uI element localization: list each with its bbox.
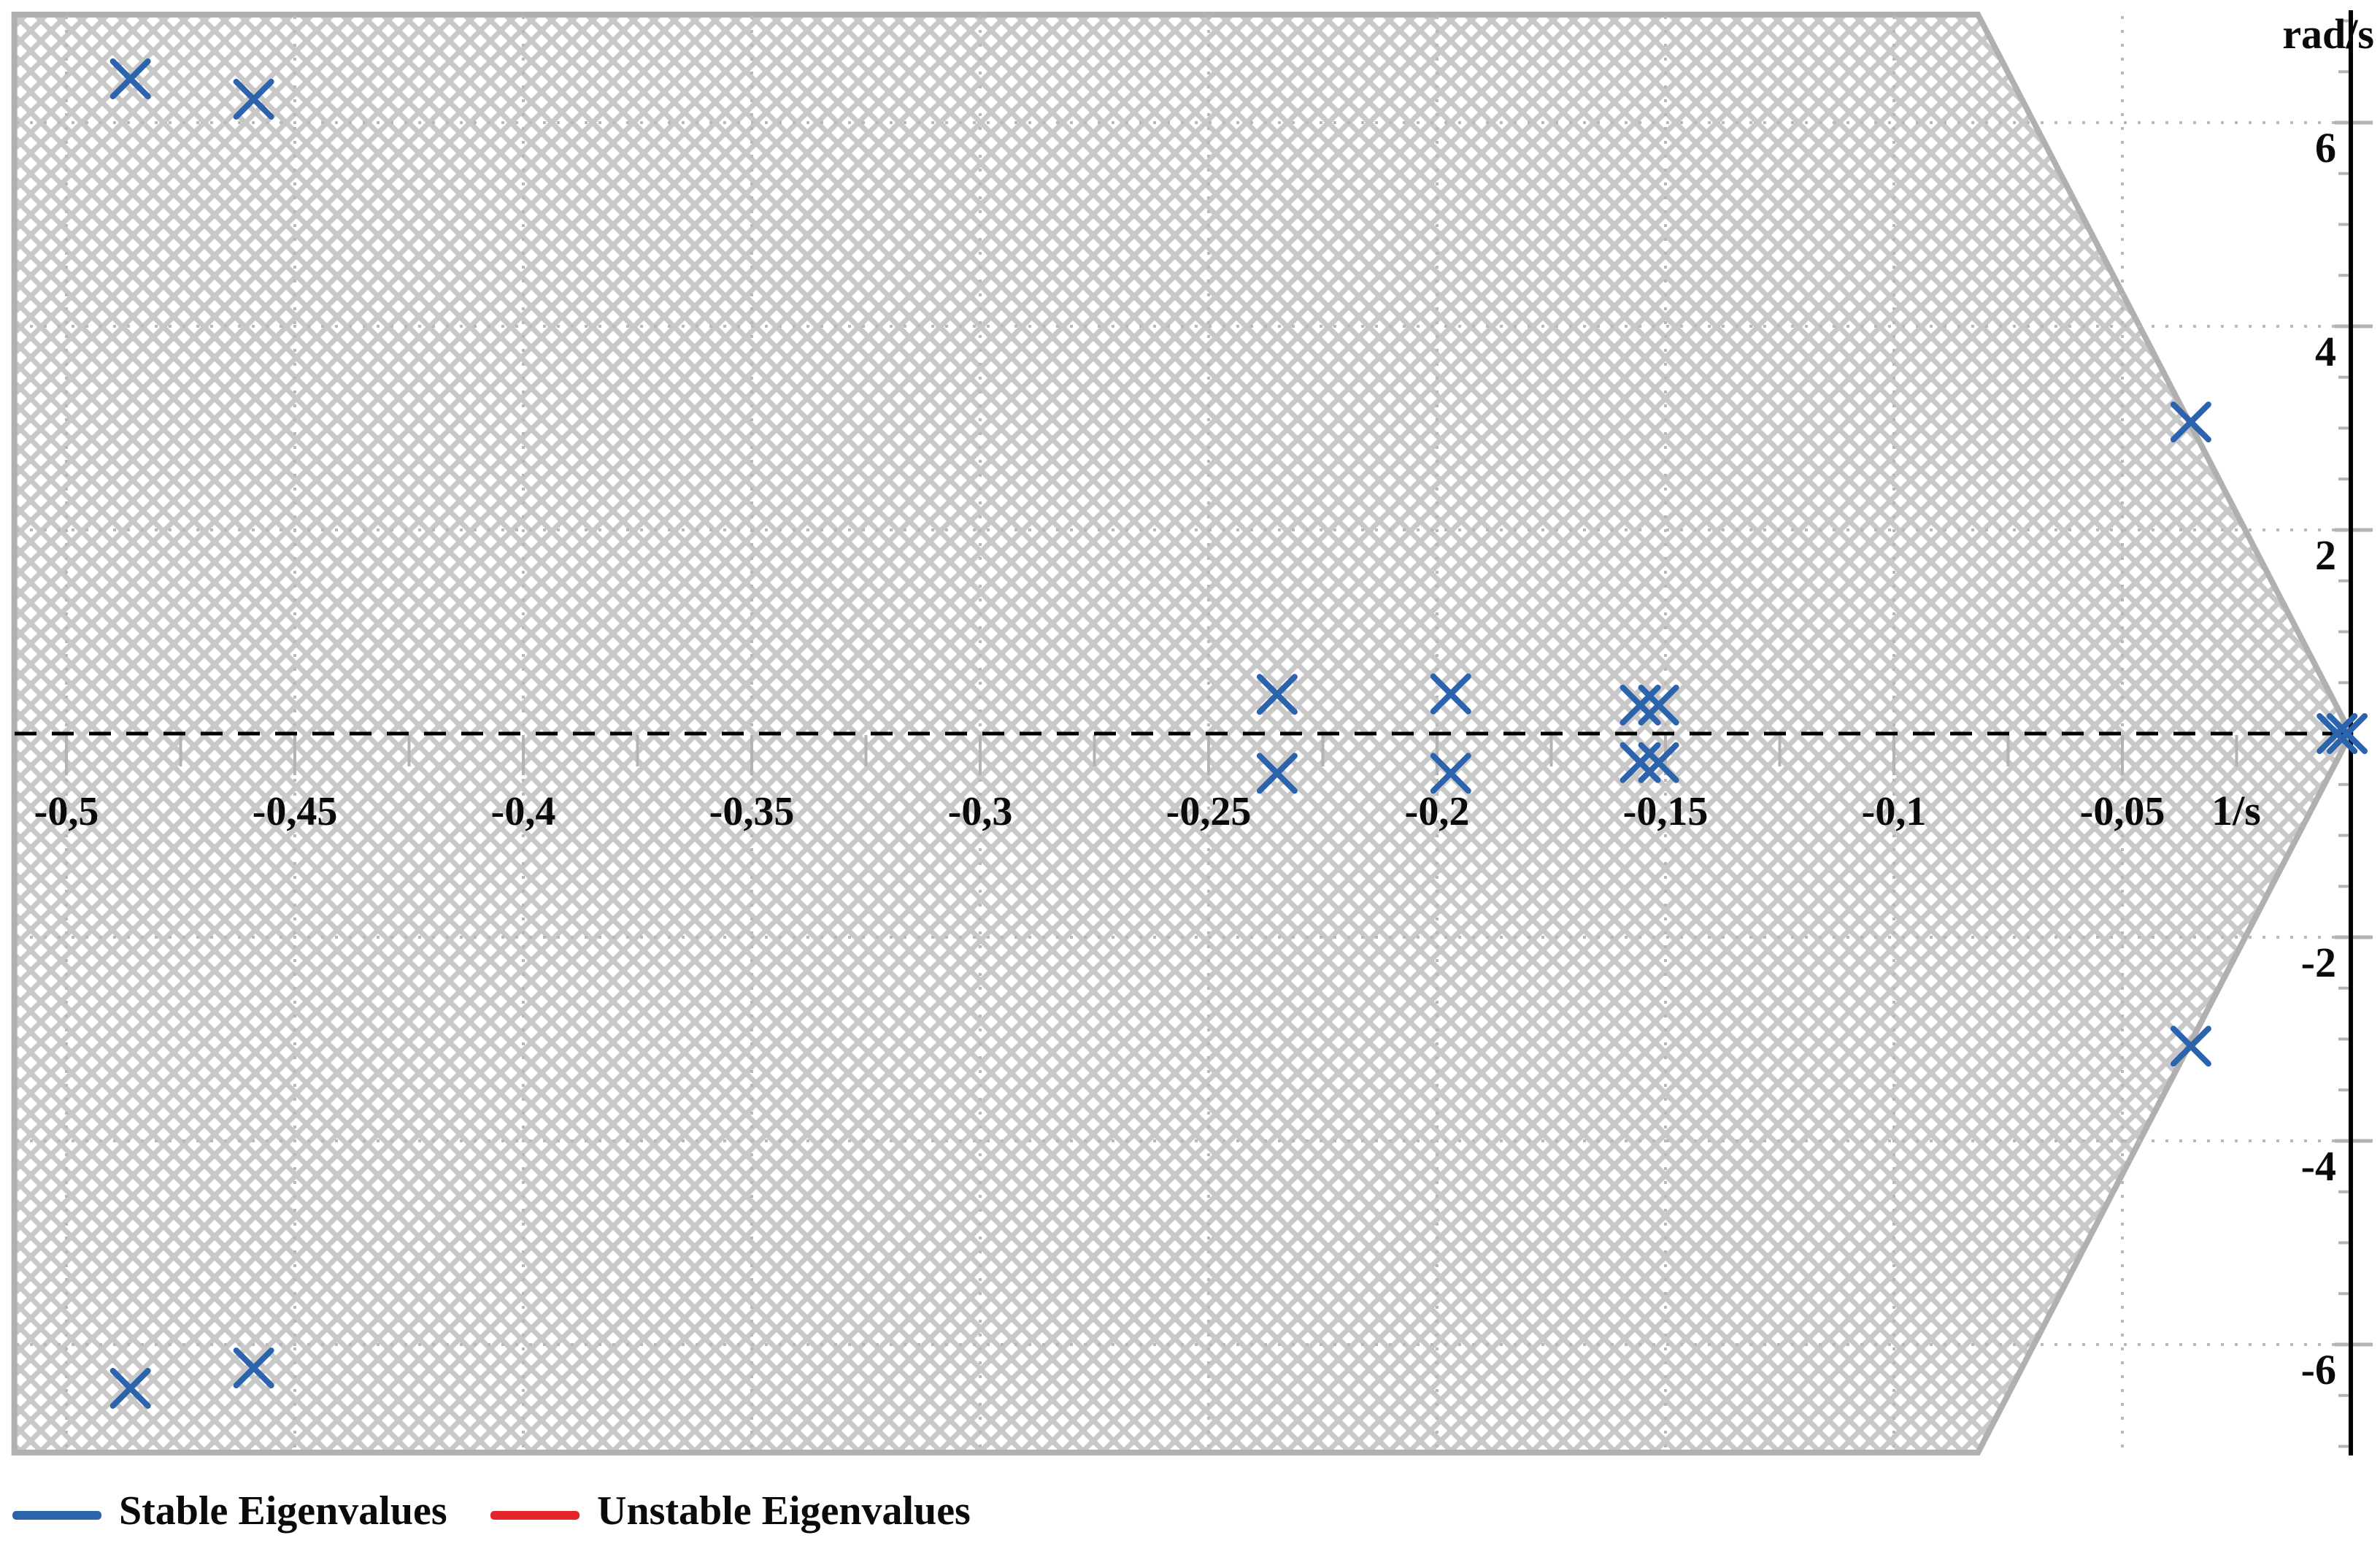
x-axis-unit-label: 1/s [2211, 787, 2261, 834]
eigenvalue-marker [109, 58, 151, 100]
eigenvalue-marker [1430, 753, 1471, 794]
y-tick-label: 2 [2315, 531, 2336, 579]
eigenvalue-marker [2317, 713, 2358, 754]
eigenvalue-marker [1638, 742, 1679, 783]
eigenvalue-marker [2326, 713, 2368, 754]
x-tick-label: -0,1 [1862, 789, 1927, 834]
x-tick-label: -0,05 [2080, 789, 2165, 834]
legend-stable-swatch [12, 1511, 101, 1520]
legend-stable-label: Stable Eigenvalues [119, 1488, 447, 1534]
y-tick-label: -6 [2301, 1346, 2336, 1393]
eigenvalue-marker [1620, 742, 1661, 783]
y-tick-label: -4 [2301, 1142, 2336, 1190]
gridline-layer [16, 16, 2349, 1451]
x-tick-label: -0,3 [948, 789, 1013, 834]
x-tick-label: -0,15 [1623, 789, 1709, 834]
y-tick-label: -2 [2301, 939, 2336, 986]
eigenvalue-marker [2170, 401, 2211, 443]
tick-layer: -0,5 -0,45 -0,4 -0,35 -0,3 -0,25 -0,2 -0,15 -0,1… [34, 19, 2373, 1448]
x-tick-label: -0,5 [34, 789, 99, 834]
legend-unstable-swatch [490, 1511, 579, 1520]
eigenvalue-marker [1620, 684, 1661, 726]
eigenvalue-marker [109, 1367, 151, 1409]
eigenvalue-marker [1256, 674, 1298, 715]
y-tick-label: 6 [2315, 124, 2336, 172]
eigenvalue-marker [1638, 684, 1679, 726]
x-tick-label: -0,45 [253, 789, 338, 834]
x-tick-label: -0,35 [709, 789, 795, 834]
x-tick-label: -0,4 [491, 789, 556, 834]
y-tick-label: 4 [2315, 328, 2336, 375]
x-tick-label: -0,2 [1405, 789, 1470, 834]
legend: Stable Eigenvalues Unstable Eigenvalues [0, 1473, 2380, 1546]
axis-label-layer: rad/s 1/s [2211, 10, 2374, 834]
eigenvalue-marker [1256, 753, 1298, 794]
eigenvalue-marker [233, 1347, 274, 1389]
marker-layer [109, 58, 2368, 1409]
legend-unstable-label: Unstable Eigenvalues [597, 1488, 971, 1534]
x-tick-label: -0,25 [1166, 789, 1252, 834]
eigenvalue-marker [233, 78, 274, 120]
eigenvalue-marker [2170, 1026, 2211, 1067]
eigenvalue-marker [1430, 673, 1471, 715]
y-axis-unit-label: rad/s [2282, 10, 2374, 58]
